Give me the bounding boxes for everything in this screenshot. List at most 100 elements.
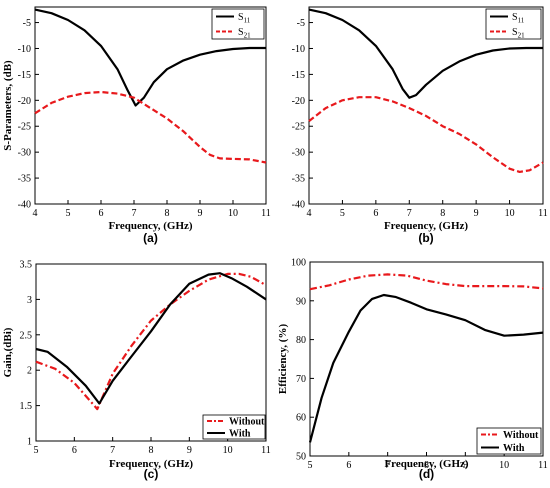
legend: Without With	[476, 427, 542, 455]
y-tick-label: 50	[296, 452, 306, 463]
legend-label: With	[503, 443, 525, 454]
legend-box	[476, 427, 542, 455]
legend-label-base: S	[512, 27, 518, 38]
x-tick-label: 10	[228, 208, 238, 219]
legend-label: Without	[229, 417, 265, 428]
x-tick-label: 9	[474, 208, 479, 219]
axes-frame	[35, 263, 267, 442]
axes-frame	[309, 261, 544, 457]
panel-caption: (d)	[419, 467, 434, 481]
x-tick-label: 10	[505, 208, 515, 219]
axes-frame	[34, 6, 267, 205]
x-tick-label: 4	[307, 208, 312, 219]
y-tick-label: 3.5	[20, 260, 33, 271]
y-tick-label: -10	[18, 44, 31, 55]
x-tick-label: 8	[149, 445, 154, 456]
series-line-with	[35, 272, 267, 405]
y-axis-label: Gain,(dBi)	[2, 327, 14, 377]
y-tick-label: -5	[23, 18, 31, 29]
legend-box	[202, 414, 266, 440]
x-tick-label: 5	[34, 445, 39, 456]
x-tick-label: 5	[66, 208, 71, 219]
x-tick-label: 6	[346, 460, 351, 471]
x-tick-label: 11	[261, 208, 271, 219]
y-tick-label: 80	[296, 335, 306, 346]
legend-label: With	[229, 429, 251, 440]
x-tick-label: 6	[373, 208, 378, 219]
x-tick-label: 9	[463, 460, 468, 471]
x-tick-label: 5	[340, 208, 345, 219]
x-tick-label: 11	[538, 208, 548, 219]
y-tick-label: -25	[18, 122, 31, 133]
x-tick-label: 7	[385, 460, 390, 471]
y-tick-label: 70	[296, 374, 306, 385]
legend-label-subscript: 21	[244, 32, 252, 40]
chart-panel-a: 4 5 6 7 8 9 10 11 -5 -10 -15 -20 -25 -30 -35 -40 Frequen…	[2, 6, 271, 245]
x-tick-label: 11	[538, 460, 548, 471]
series-line-s11	[308, 8, 543, 99]
x-axis-label: Frequency, (GHz)	[384, 220, 468, 232]
y-tick-label: -25	[292, 122, 305, 133]
x-tick-label: 5	[308, 460, 313, 471]
x-tick-label: 6	[99, 208, 104, 219]
x-tick-label: 10	[223, 445, 233, 456]
x-tick-label: 11	[261, 445, 271, 456]
x-tick-label: 7	[407, 208, 412, 219]
y-tick-label: 90	[296, 296, 306, 307]
y-tick-label: -35	[292, 174, 305, 185]
y-tick-label: -30	[18, 148, 31, 159]
y-tick-label: 100	[291, 258, 306, 269]
y-tick-label: 60	[296, 413, 306, 424]
series-line-s21	[308, 96, 544, 173]
x-tick-label: 9	[187, 445, 192, 456]
series-line-without	[35, 272, 267, 411]
x-tick-label: 10	[499, 460, 509, 471]
x-tick-label: 7	[132, 208, 137, 219]
y-tick-label: -30	[292, 148, 305, 159]
x-tick-label: 8	[424, 460, 429, 471]
legend-label: Without	[503, 430, 539, 441]
x-tick-label: 4	[33, 208, 38, 219]
series-line-s21	[34, 90, 267, 164]
y-tick-label: 2	[27, 366, 32, 377]
y-tick-label: -15	[18, 70, 31, 81]
legend-label: S11	[238, 12, 251, 25]
legend-label: S21	[512, 27, 525, 40]
legend-box	[211, 8, 265, 40]
legend-label-subscript: 21	[518, 32, 526, 40]
legend-label-base: S	[238, 12, 244, 23]
y-tick-label: -10	[292, 44, 305, 55]
y-tick-label: -20	[292, 96, 305, 107]
y-tick-label: 3	[27, 295, 32, 306]
x-axis-label: Frequency, (GHz)	[109, 458, 193, 470]
x-tick-label: 6	[72, 445, 77, 456]
legend: S11 S21	[485, 8, 542, 40]
y-tick-label: 2.5	[20, 330, 33, 341]
legend-label-subscript: 11	[518, 17, 525, 25]
x-tick-label: 9	[198, 208, 203, 219]
legend-label: S11	[512, 12, 525, 25]
y-tick-label: -5	[297, 18, 305, 29]
chart-panel-d: 5 6 7 8 9 10 11 50 60 70 80 90 100 Frequency, (GHz) Ef…	[277, 258, 548, 482]
panel-caption: (c)	[144, 467, 159, 481]
series-line-without	[309, 273, 544, 291]
y-tick-label: -40	[18, 200, 31, 211]
x-axis-label: Frequency, (GHz)	[384, 458, 468, 470]
chart-panel-b: 4 5 6 7 8 9 10 11 -5 -10 -15 -20 -25 -30 -35 -40 Frequen…	[292, 6, 548, 245]
legend-label-subscript: 11	[244, 17, 251, 25]
y-tick-label: 1.5	[20, 401, 33, 412]
y-tick-label: -40	[292, 200, 305, 211]
panel-caption: (b)	[418, 231, 433, 245]
y-axis-label: S-Parameters, (dB)	[2, 60, 14, 151]
y-tick-label: -15	[292, 70, 305, 81]
legend-box	[485, 8, 542, 40]
panel-caption: (a)	[143, 231, 158, 245]
y-tick-label: -35	[18, 174, 31, 185]
y-tick-label: 1	[27, 437, 32, 448]
x-tick-label: 7	[110, 445, 115, 456]
x-tick-label: 8	[165, 208, 170, 219]
